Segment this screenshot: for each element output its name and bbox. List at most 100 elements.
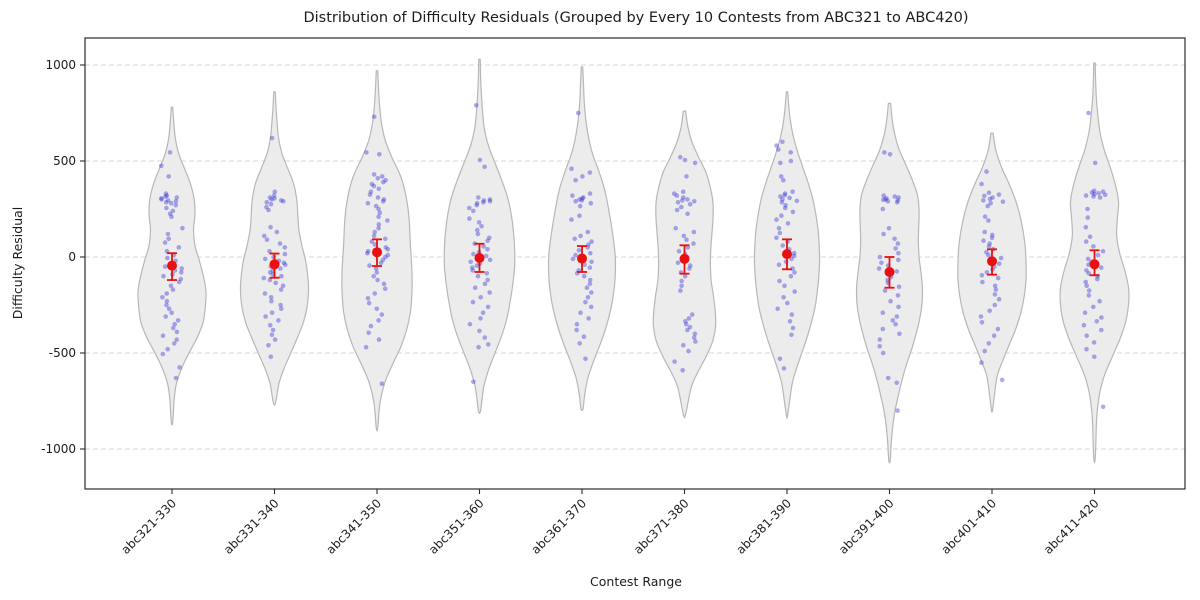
jitter-point bbox=[272, 196, 277, 201]
jitter-point bbox=[775, 306, 780, 312]
jitter-point bbox=[586, 316, 591, 321]
jitter-point bbox=[487, 199, 493, 204]
jitter-point bbox=[990, 232, 995, 238]
jitter-point bbox=[383, 177, 388, 183]
y-tick-label: 500 bbox=[53, 154, 76, 168]
jitter-point bbox=[172, 341, 177, 346]
jitter-point bbox=[269, 310, 275, 316]
jitter-point bbox=[682, 273, 688, 279]
jitter-point bbox=[486, 342, 491, 347]
jitter-point bbox=[281, 260, 287, 266]
jitter-point bbox=[588, 200, 594, 206]
jitter-point bbox=[791, 250, 797, 256]
jitter-point bbox=[673, 225, 678, 231]
jitter-point bbox=[981, 238, 986, 243]
jitter-point bbox=[681, 233, 687, 239]
jitter-point bbox=[577, 213, 582, 218]
jitter-point bbox=[687, 266, 692, 271]
jitter-point bbox=[484, 271, 490, 276]
jitter-point bbox=[682, 157, 688, 163]
jitter-point bbox=[1083, 224, 1089, 230]
jitter-point bbox=[884, 196, 889, 201]
mean-marker bbox=[372, 247, 382, 258]
jitter-point bbox=[986, 341, 992, 346]
jitter-point bbox=[569, 217, 574, 222]
jitter-point bbox=[691, 229, 697, 235]
jitter-point bbox=[173, 199, 179, 204]
jitter-point bbox=[986, 252, 991, 258]
jitter-point bbox=[278, 302, 283, 308]
jitter-point bbox=[269, 298, 274, 304]
jitter-point bbox=[165, 346, 170, 352]
y-tick-label: -500 bbox=[49, 346, 76, 360]
jitter-point bbox=[984, 249, 989, 255]
points-layer bbox=[159, 103, 1108, 413]
jitter-point bbox=[581, 273, 587, 279]
jitter-point bbox=[982, 214, 988, 219]
jitter-point bbox=[471, 379, 476, 385]
x-tick-label: abc351-360 bbox=[426, 496, 487, 557]
jitter-point bbox=[998, 255, 1004, 261]
jitter-point bbox=[365, 200, 371, 206]
jitter-point bbox=[580, 174, 585, 179]
jitter-point bbox=[278, 266, 283, 271]
jitter-point bbox=[894, 200, 900, 205]
jitter-point bbox=[584, 285, 590, 291]
jitter-point bbox=[879, 260, 884, 266]
jitter-point bbox=[376, 214, 381, 219]
jitter-point bbox=[476, 195, 481, 200]
jitter-point bbox=[170, 287, 176, 292]
jitter-point bbox=[264, 200, 270, 205]
jitter-point bbox=[778, 174, 784, 179]
jitter-point bbox=[476, 344, 481, 350]
jitter-point bbox=[365, 250, 370, 256]
jitter-point bbox=[174, 195, 180, 200]
violins-layer bbox=[137, 58, 1130, 464]
jitter-point bbox=[467, 205, 472, 211]
jitter-point bbox=[979, 181, 984, 187]
jitter-point bbox=[687, 201, 693, 207]
jitter-point bbox=[481, 244, 486, 249]
jitter-point bbox=[780, 139, 785, 145]
x-axis-title: Contest Range bbox=[590, 574, 682, 589]
jitter-point bbox=[382, 286, 388, 292]
jitter-point bbox=[381, 179, 386, 185]
jitter-point bbox=[376, 222, 382, 227]
jitter-point bbox=[487, 235, 492, 241]
jitter-point bbox=[686, 316, 692, 321]
jitter-point bbox=[896, 257, 901, 263]
jitter-point bbox=[680, 198, 685, 203]
jitter-point bbox=[674, 207, 680, 213]
jitter-point bbox=[266, 207, 271, 213]
jitter-point bbox=[385, 252, 391, 258]
jitter-point bbox=[1097, 298, 1102, 304]
jitter-point bbox=[372, 291, 378, 296]
jitter-point bbox=[782, 191, 788, 196]
jitter-point bbox=[790, 325, 796, 331]
jitter-point bbox=[789, 332, 794, 338]
jitter-point bbox=[481, 200, 486, 205]
jitter-point bbox=[366, 330, 372, 336]
jitter-point bbox=[482, 164, 487, 170]
jitter-point bbox=[880, 206, 886, 212]
jitter-point bbox=[373, 266, 379, 271]
jitter-point bbox=[268, 224, 273, 230]
violin-shape bbox=[547, 66, 617, 411]
jitter-point bbox=[363, 344, 369, 350]
jitter-point bbox=[776, 225, 782, 231]
jitter-point bbox=[367, 263, 372, 268]
jitter-point bbox=[485, 238, 490, 243]
jitter-point bbox=[984, 169, 989, 174]
jitter-point bbox=[174, 329, 180, 335]
jitter-point bbox=[1095, 276, 1100, 282]
jitter-point bbox=[1086, 288, 1092, 293]
jitter-point bbox=[178, 276, 184, 282]
jitter-point bbox=[671, 191, 677, 196]
jitter-point bbox=[172, 321, 177, 327]
jitter-point bbox=[577, 197, 582, 202]
jitter-point bbox=[992, 292, 998, 297]
jitter-point bbox=[167, 150, 173, 155]
jitter-point bbox=[163, 191, 169, 196]
jitter-point bbox=[364, 150, 369, 155]
